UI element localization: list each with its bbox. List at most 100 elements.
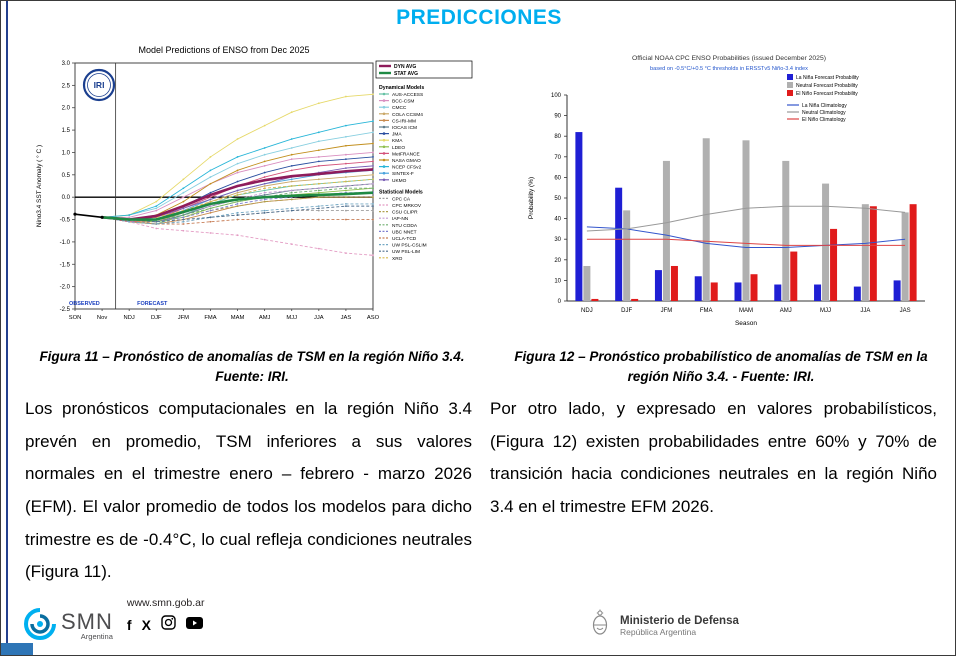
svg-text:Season: Season	[735, 320, 757, 327]
svg-text:IOCAS ICM: IOCAS ICM	[392, 125, 417, 131]
svg-text:50: 50	[554, 196, 561, 202]
svg-text:20: 20	[554, 258, 561, 264]
figure12-text: Por otro lado, y expresado en valores pr…	[490, 399, 937, 516]
svg-text:AUS-ACCESS: AUS-ACCESS	[392, 92, 423, 98]
svg-text:60: 60	[554, 175, 561, 181]
svg-text:El Niño Forecast Probability: El Niño Forecast Probability	[796, 91, 858, 97]
svg-text:JAS: JAS	[900, 308, 911, 314]
svg-text:Neutral Climatology: Neutral Climatology	[802, 110, 846, 116]
svg-text:UCLA-TCD: UCLA-TCD	[392, 236, 417, 242]
coat-of-arms-icon	[589, 609, 611, 642]
svg-text:Statistical Models: Statistical Models	[379, 189, 423, 195]
facebook-icon[interactable]: f	[126, 617, 132, 633]
svg-text:UKMO: UKMO	[392, 178, 407, 184]
figure11-chart: Model Predictions of ENSO from Dec 2025 -…	[35, 45, 473, 321]
svg-text:80: 80	[554, 134, 561, 140]
svg-text:Nov: Nov	[97, 315, 107, 321]
svg-text:FORECAST: FORECAST	[137, 301, 168, 307]
svg-text:Probability (%): Probability (%)	[528, 177, 535, 219]
svg-text:-0.5: -0.5	[60, 218, 71, 224]
svg-text:CPC MRKOV: CPC MRKOV	[392, 203, 422, 209]
svg-text:MAM: MAM	[739, 308, 753, 314]
smn-footer: SMN Argentina www.smn.gob.ar f X	[23, 597, 205, 646]
svg-text:-2.5: -2.5	[60, 307, 71, 313]
svg-text:NASA GMAO: NASA GMAO	[392, 158, 421, 164]
ministry-subtitle: República Argentina	[620, 626, 697, 637]
svg-text:COLA CCSM4: COLA CCSM4	[392, 112, 423, 118]
bottom-left-accent-box	[1, 643, 33, 655]
svg-text:UW PSL-LIM: UW PSL-LIM	[392, 249, 420, 255]
smn-country-label: Argentina	[80, 631, 113, 641]
svg-text:MetFRANCE: MetFRANCE	[392, 151, 420, 157]
svg-text:100: 100	[551, 93, 562, 99]
smn-website-link[interactable]: www.smn.gob.ar	[126, 597, 205, 609]
svg-text:UW PSL-CSLIM: UW PSL-CSLIM	[392, 243, 427, 249]
social-icons-row: f X	[127, 615, 205, 635]
svg-text:CS-IRI-MM: CS-IRI-MM	[392, 118, 416, 124]
svg-text:AMJ: AMJ	[780, 308, 792, 314]
svg-text:1.5: 1.5	[62, 128, 71, 134]
svg-text:DJF: DJF	[151, 315, 162, 321]
svg-text:AMJ: AMJ	[259, 315, 271, 321]
svg-text:XRO: XRO	[392, 256, 403, 262]
svg-text:FMA: FMA	[204, 315, 216, 321]
ministry-footer: Ministerio de Defensa República Argentin…	[589, 609, 739, 642]
svg-text:JJA: JJA	[314, 315, 324, 321]
svg-text:0.0: 0.0	[62, 195, 71, 201]
svg-text:IAP-NN: IAP-NN	[392, 216, 409, 222]
svg-text:JFM: JFM	[661, 308, 673, 314]
svg-text:Nino3.4 SST Anomaly ( ° C ): Nino3.4 SST Anomaly ( ° C )	[35, 145, 43, 227]
figure11-text: Los pronósticos computacionales en la re…	[25, 399, 472, 582]
svg-text:JFM: JFM	[178, 315, 189, 321]
svg-text:JMA: JMA	[392, 132, 402, 138]
svg-text:30: 30	[554, 237, 561, 243]
figure12-chart: Official NOAA CPC ENSO Probabilities (is…	[528, 55, 925, 327]
svg-text:UBC NNET: UBC NNET	[392, 229, 417, 235]
x-twitter-icon[interactable]: X	[141, 617, 151, 633]
figure11-container: Model Predictions of ENSO from Dec 2025 -…	[29, 39, 479, 339]
svg-text:STAT AVG: STAT AVG	[394, 71, 418, 77]
svg-text:NTU CODA: NTU CODA	[392, 223, 418, 229]
svg-text:Official NOAA CPC ENSO Probabi: Official NOAA CPC ENSO Probabilities (is…	[632, 55, 826, 62]
svg-text:-2.0: -2.0	[60, 285, 71, 291]
svg-text:3.0: 3.0	[62, 61, 71, 67]
smn-logo: SMN Argentina	[23, 607, 113, 646]
svg-text:La Niña Forecast Probability: La Niña Forecast Probability	[796, 75, 859, 81]
svg-text:SON: SON	[69, 315, 82, 321]
svg-text:BCC-CSM: BCC-CSM	[392, 99, 414, 105]
svg-text:FMA: FMA	[700, 308, 713, 314]
svg-text:CPC CA: CPC CA	[392, 196, 411, 202]
svg-text:70: 70	[554, 155, 561, 161]
page-title: PREDICCIONES	[396, 6, 562, 29]
svg-text:Model Predictions of ENSO from: Model Predictions of ENSO from Dec 2025	[138, 45, 309, 55]
svg-text:CMCC: CMCC	[392, 105, 407, 111]
svg-text:NDJ: NDJ	[124, 315, 135, 321]
svg-text:MAM: MAM	[231, 315, 245, 321]
smn-swirl-icon	[23, 607, 57, 646]
instagram-icon[interactable]	[161, 615, 176, 635]
svg-text:DYN AVG: DYN AVG	[394, 64, 416, 70]
svg-text:-1.5: -1.5	[60, 262, 71, 268]
svg-text:NDJ: NDJ	[581, 308, 593, 314]
figure12-caption: Figura 12 – Pronóstico probabilístico de…	[514, 349, 928, 384]
svg-text:1.0: 1.0	[62, 150, 71, 156]
svg-text:JJA: JJA	[860, 308, 870, 314]
svg-text:10: 10	[554, 278, 561, 284]
svg-text:2.0: 2.0	[62, 106, 71, 112]
svg-text:Dynamical Models: Dynamical Models	[379, 85, 424, 91]
youtube-icon[interactable]	[185, 616, 203, 634]
svg-text:MJJ: MJJ	[286, 315, 297, 321]
svg-text:2.5: 2.5	[62, 83, 71, 89]
svg-text:Neutral Forecast Probability: Neutral Forecast Probability	[796, 83, 858, 89]
svg-text:90: 90	[554, 114, 561, 120]
svg-text:0.5: 0.5	[62, 173, 71, 179]
svg-text:MJJ: MJJ	[820, 308, 831, 314]
smn-wordmark: SMN	[61, 609, 113, 635]
figure11-caption: Figura 11 – Pronóstico de anomalías de T…	[39, 349, 465, 384]
svg-text:LDEO: LDEO	[392, 145, 405, 151]
svg-text:OBSERVED: OBSERVED	[69, 301, 100, 307]
svg-text:40: 40	[554, 217, 561, 223]
svg-text:El Niño Climatology: El Niño Climatology	[802, 117, 846, 123]
svg-text:0: 0	[558, 299, 562, 305]
